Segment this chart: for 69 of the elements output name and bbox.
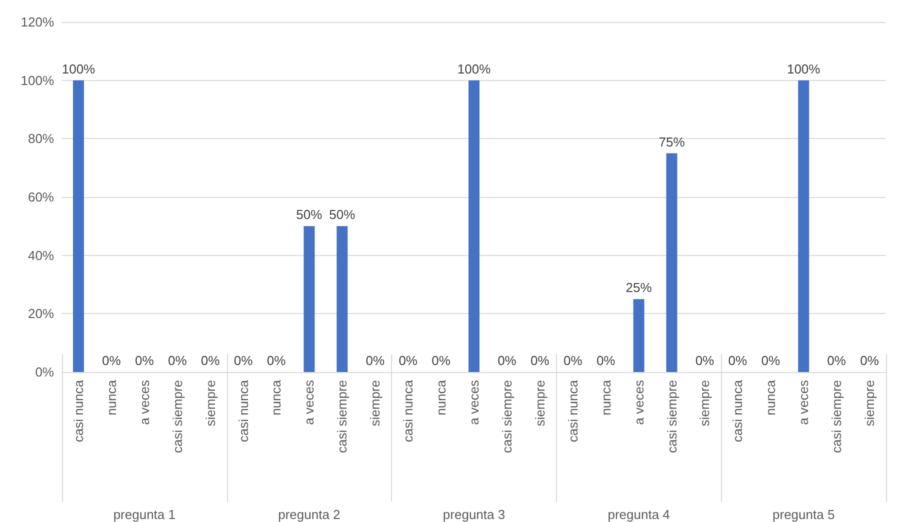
- text: pregunta 3: [442, 507, 506, 522]
- data-label: 0%: [366, 353, 385, 368]
- x-tick-label: casi nunca: [70, 379, 86, 442]
- text: pregunta 4: [608, 507, 670, 522]
- y-tick-label: 0%: [35, 364, 54, 380]
- x-tick-label: nunca: [104, 379, 119, 416]
- data-label: 0%: [168, 353, 188, 368]
- x-tick-label: a veces: [136, 380, 152, 425]
- data-label: 0%: [761, 353, 780, 368]
- data-label: 100%: [786, 61, 821, 76]
- x-tick-label: casi siempre: [334, 380, 350, 453]
- bar: [72, 80, 84, 372]
- x-tick-label: casi nunca: [730, 379, 746, 442]
- data-label: 75%: [658, 134, 686, 150]
- y-tick-label: 80%: [28, 131, 54, 146]
- y-tick-label: 120%: [20, 14, 54, 30]
- data-label: 0%: [498, 353, 517, 368]
- data-label: 0%: [728, 353, 748, 368]
- data-label: 50%: [296, 207, 323, 222]
- data-label: 0%: [563, 353, 583, 368]
- data-label: 0%: [102, 353, 122, 368]
- x-tick-label: casi nunca: [236, 379, 251, 442]
- bar: [304, 226, 315, 372]
- x-tick-label: nunca: [598, 379, 614, 416]
- data-label: 0%: [596, 353, 616, 368]
- data-label: 0%: [695, 353, 715, 368]
- x-tick-label: casi siempre: [664, 380, 680, 453]
- x-tick-label: a veces: [796, 380, 812, 425]
- data-label: 0%: [135, 353, 154, 368]
- x-tick-label: casi siempre: [829, 380, 844, 453]
- x-tick-label: siempre: [862, 380, 878, 426]
- bar: [666, 153, 678, 372]
- x-tick-label: a veces: [631, 380, 646, 425]
- data-label: 0%: [234, 353, 254, 368]
- x-tick-label: casi nunca: [565, 379, 580, 442]
- x-tick-label: siempre: [532, 380, 548, 426]
- data-label: 0%: [860, 353, 880, 368]
- x-tick-label: siempre: [697, 380, 712, 426]
- data-label: 0%: [530, 353, 550, 368]
- x-tick-label: nunca: [763, 379, 778, 416]
- y-tick-label: 40%: [28, 248, 54, 263]
- x-tick-label: siempre: [368, 380, 383, 426]
- x-tick-label: nunca: [268, 379, 284, 416]
- data-label: 0%: [827, 353, 846, 368]
- x-tick-label: casi siempre: [499, 380, 514, 453]
- x-tick-label: siempre: [202, 380, 218, 426]
- text: pregunta 5: [772, 507, 835, 522]
- x-tick-label: casi siempre: [170, 380, 185, 453]
- y-tick-label: 20%: [28, 306, 54, 322]
- text: pregunta 1: [113, 507, 176, 522]
- data-label: 100%: [62, 61, 96, 76]
- data-label: 0%: [398, 353, 418, 368]
- x-tick-label: nunca: [434, 379, 449, 416]
- y-tick-label: 100%: [20, 72, 54, 88]
- bar: [633, 299, 644, 372]
- data-label: 25%: [626, 280, 652, 296]
- x-tick-label: casi nunca: [400, 379, 416, 442]
- y-tick-label: 60%: [28, 190, 54, 204]
- data-label: 100%: [457, 61, 492, 76]
- x-tick-label: a veces: [302, 380, 317, 425]
- x-tick-label: a veces: [466, 380, 482, 425]
- bar: [798, 80, 810, 372]
- data-label: 0%: [432, 353, 451, 368]
- bar: [468, 80, 480, 372]
- bar: [336, 226, 348, 372]
- data-label: 0%: [200, 353, 220, 368]
- data-label: 50%: [329, 207, 356, 222]
- text: pregunta 2: [278, 507, 340, 522]
- data-label: 0%: [266, 353, 286, 368]
